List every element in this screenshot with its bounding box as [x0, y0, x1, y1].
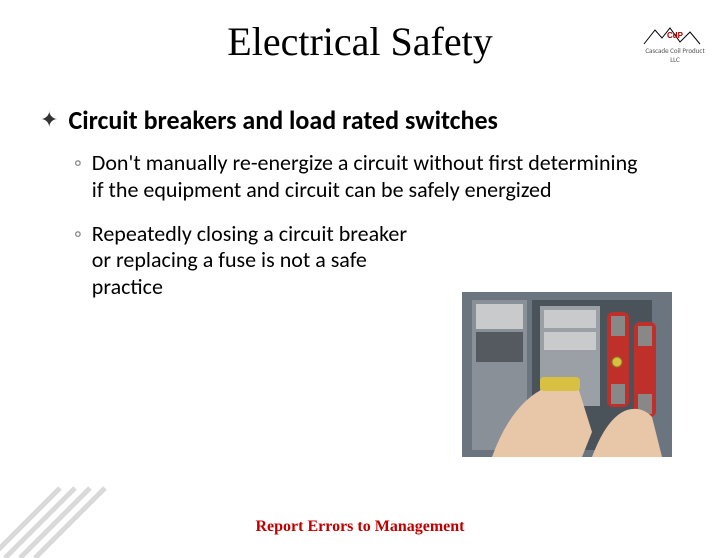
sub-bullet-icon: ◦ [74, 223, 82, 245]
main-bullet-text: Circuit breakers and load rated switches [68, 105, 497, 136]
page-title: Electrical Safety [0, 18, 720, 65]
svg-text:CdP: CdP [667, 31, 684, 40]
sub-bullet-1-text: Don't manually re-energize a circuit wit… [92, 150, 652, 203]
main-bullet: ✦ Circuit breakers and load rated switch… [40, 105, 680, 136]
logo: CdP Cascade Coil Product LLC [640, 24, 710, 54]
sub-bullet-1: ◦ Don't manually re-energize a circuit w… [74, 150, 680, 203]
sub-bullet-2: ◦ Repeatedly closing a circuit breaker o… [74, 221, 680, 300]
sub-bullet-list: ◦ Don't manually re-energize a circuit w… [74, 150, 680, 300]
sub-bullet-2-text: Repeatedly closing a circuit breaker or … [92, 221, 422, 300]
footer-text: Report Errors to Management [0, 518, 720, 536]
sub-bullet-icon: ◦ [74, 152, 82, 174]
content-area: ✦ Circuit breakers and load rated switch… [40, 105, 680, 300]
mountain-logo-icon: CdP [640, 24, 710, 46]
electrical-panel-image [462, 292, 672, 457]
bullet-icon: ✦ [40, 109, 58, 131]
logo-label: Cascade Coil Product LLC [645, 46, 704, 64]
